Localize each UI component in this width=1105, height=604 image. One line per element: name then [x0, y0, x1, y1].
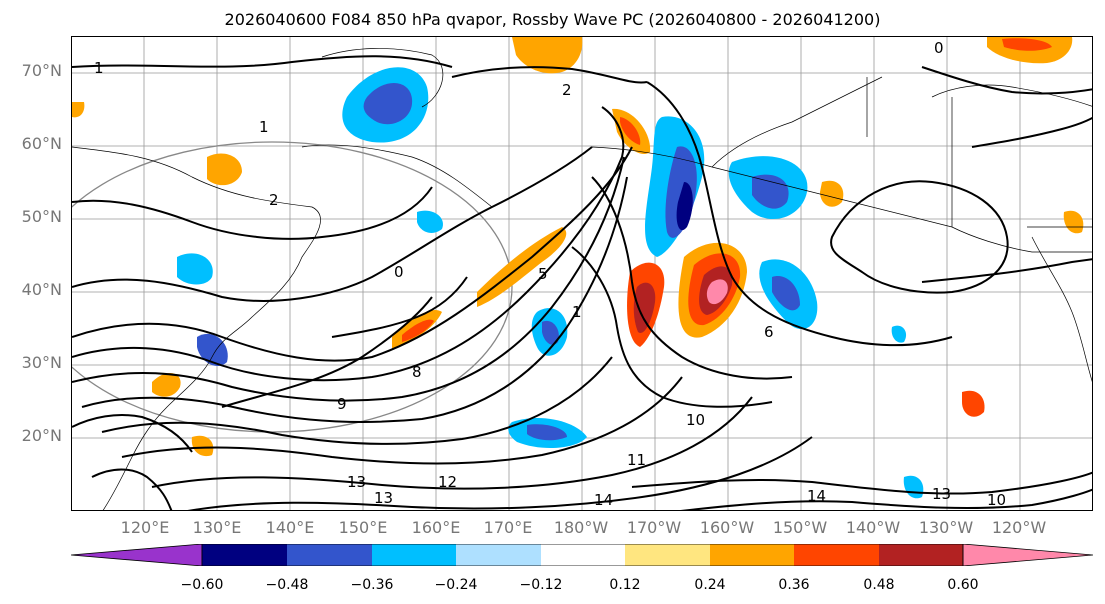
coastlines	[72, 48, 1092, 510]
colorbar-tick: −0.60	[180, 577, 224, 593]
colorbar-segment	[456, 544, 541, 566]
reference-circle	[72, 141, 513, 433]
contour-labels: 1 2 1 2 0 0 1 5 6 8 9 10 11 12 13 14 14 …	[94, 39, 1006, 509]
lat-label-30: 30°N	[21, 353, 62, 372]
map-title: 2026040600 F084 850 hPa qvapor, Rossby W…	[224, 10, 881, 29]
colorbar-tick: 0.36	[778, 577, 810, 593]
contour-label: 10	[987, 491, 1006, 509]
colorbar-tick: −0.36	[350, 577, 394, 593]
contour-label: 10	[686, 411, 705, 429]
lon-label-170e: 170°E	[483, 518, 533, 537]
colorbar-segment	[879, 544, 963, 566]
colorbar-tick: −0.48	[265, 577, 309, 593]
contour-label: 14	[807, 487, 826, 505]
lon-label-120e: 120°E	[120, 518, 170, 537]
lon-label-160e: 160°E	[411, 518, 461, 537]
contour-label: 14	[594, 491, 613, 509]
contour-label: 2	[562, 81, 572, 99]
lon-label-120w: 120°W	[991, 518, 1047, 537]
lon-label-150e: 150°E	[338, 518, 388, 537]
colorbar-tick: 0.48	[863, 577, 895, 593]
shading-negative	[177, 67, 924, 499]
contour-label: 8	[412, 363, 422, 381]
colorbar-tick: −0.12	[519, 577, 563, 593]
colorbar-segment	[794, 544, 879, 566]
colorbar-tick: 0.60	[947, 577, 979, 593]
lon-label-170w: 170°W	[626, 518, 682, 537]
contour-label: 5	[538, 265, 548, 283]
contour-label: 11	[627, 451, 646, 469]
contour-label: 12	[438, 473, 457, 491]
contours	[72, 55, 1092, 510]
contour-label: 9	[337, 395, 347, 413]
contour-label: 13	[932, 485, 951, 503]
colorbar	[71, 544, 1093, 566]
colorbar-segment	[710, 544, 794, 566]
lon-label-130w: 130°W	[918, 518, 974, 537]
lat-label-60: 60°N	[21, 134, 62, 153]
contour-label: 0	[934, 39, 944, 57]
contour-label: 13	[347, 473, 366, 491]
lat-label-40: 40°N	[21, 280, 62, 299]
lon-label-150w: 150°W	[772, 518, 828, 537]
contour-label: 6	[764, 323, 774, 341]
map-panel[interactable]: 1 2 1 2 0 0 1 5 6 8 9 10 11 12 13 14 14 …	[71, 36, 1093, 511]
colorbar-tick: 0.24	[694, 577, 726, 593]
colorbar-segment	[287, 544, 372, 566]
lat-label-20: 20°N	[21, 426, 62, 445]
contour-label: 1	[94, 59, 104, 77]
contour-label: 13	[374, 489, 393, 507]
lat-label-50: 50°N	[21, 207, 62, 226]
contour-label: 1	[572, 303, 582, 321]
colorbar-segment	[625, 544, 710, 566]
lon-label-140w: 140°W	[845, 518, 901, 537]
shading-positive	[72, 37, 1084, 457]
colorbar-extend-high	[962, 544, 1093, 566]
contour-label: 0	[394, 263, 404, 281]
colorbar-tick: 0.12	[609, 577, 641, 593]
map-canvas: 1 2 1 2 0 0 1 5 6 8 9 10 11 12 13 14 14 …	[72, 37, 1092, 510]
colorbar-tick: −0.24	[434, 577, 478, 593]
colorbar-segment	[541, 544, 625, 566]
lon-label-180w: 180°W	[553, 518, 609, 537]
colorbar-extend-low	[71, 544, 203, 566]
colorbar-segment	[202, 544, 287, 566]
lon-label-140e: 140°E	[265, 518, 315, 537]
lon-label-160w: 160°W	[699, 518, 755, 537]
contour-label: 2	[269, 191, 279, 209]
lon-label-130e: 130°E	[192, 518, 242, 537]
lat-label-70: 70°N	[21, 61, 62, 80]
contour-label: 1	[259, 118, 269, 136]
colorbar-segment	[372, 544, 456, 566]
